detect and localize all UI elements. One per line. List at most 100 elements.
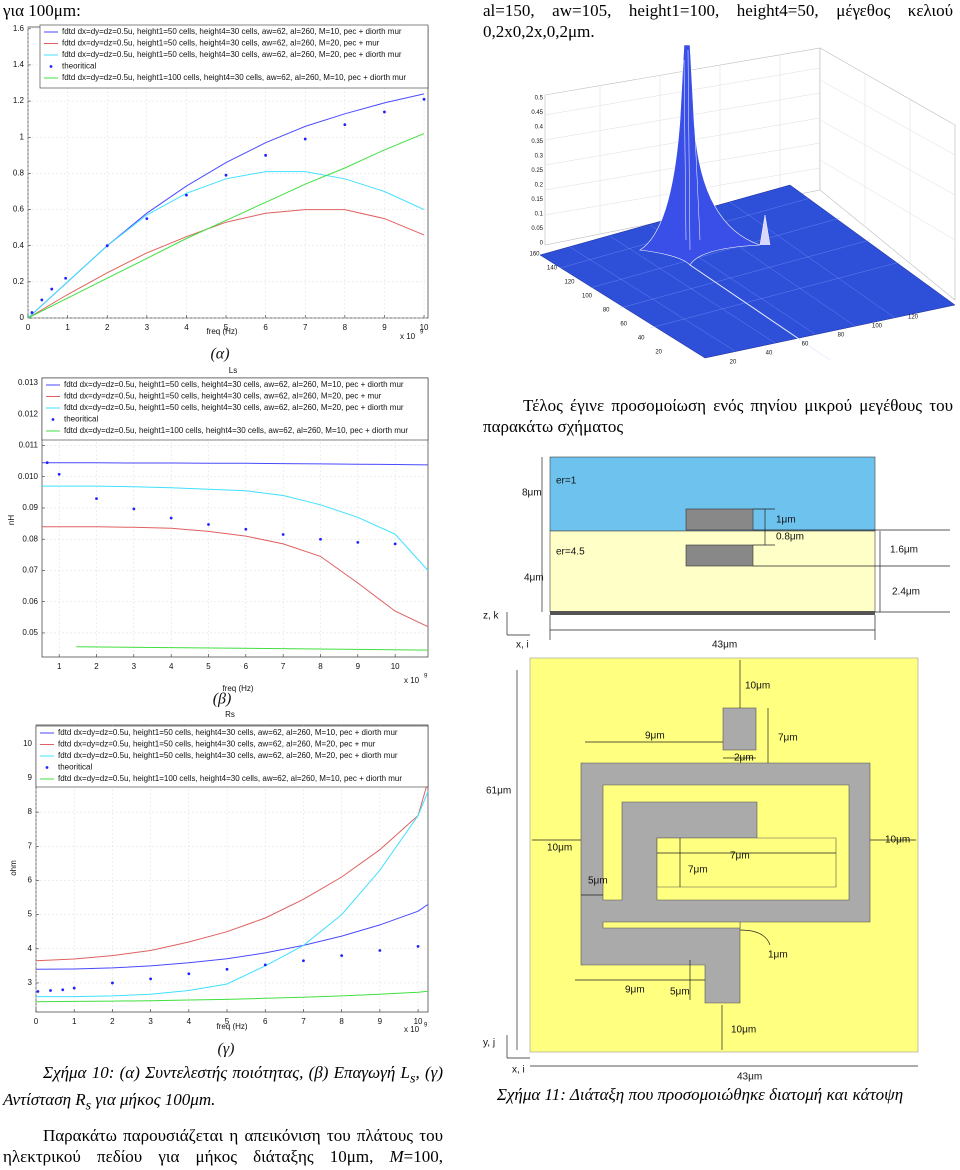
x-tick-label: 3 bbox=[145, 323, 150, 332]
data-point bbox=[244, 527, 248, 531]
data-point bbox=[64, 276, 68, 280]
data-point bbox=[225, 967, 229, 971]
dimension-label: x, i bbox=[516, 640, 529, 651]
chart: 1 2 3 4 5 6 7 8 9 10 0.05 0.06 0.07 0.08 0.09 0.010 0.01… bbox=[7, 366, 429, 708]
data-point bbox=[30, 311, 34, 314]
y-tick-label: 40 bbox=[638, 336, 645, 342]
paragraph-symbol: M bbox=[389, 1147, 404, 1166]
dimension-label: 10μm bbox=[731, 1025, 756, 1036]
legend-label: fdtd dx=dy=dz=0.5u, height1=50 cells, he… bbox=[58, 740, 376, 749]
dimension-label: 43μm bbox=[737, 1072, 762, 1083]
data-point bbox=[49, 989, 52, 992]
x-tick-label: 0 bbox=[26, 323, 31, 332]
x-tick-label: 1 bbox=[65, 323, 70, 332]
legend-label: theoritical bbox=[58, 763, 92, 772]
dimension-label: 43μm bbox=[712, 640, 737, 651]
paragraph-text: Παρακάτω παρουσιάζεται η απεικόνιση του … bbox=[3, 1126, 443, 1166]
series-line bbox=[35, 990, 429, 1003]
data-point bbox=[50, 287, 54, 291]
surface-peak bbox=[639, 44, 761, 266]
data-point bbox=[57, 472, 61, 476]
dimension-label: y, j bbox=[483, 1038, 495, 1049]
legend-label: fdtd dx=dy=dz=0.5u, height1=100 cells, h… bbox=[58, 774, 402, 783]
dimension-label: 7μm bbox=[730, 851, 750, 862]
series-line bbox=[35, 781, 429, 962]
surface-ridge bbox=[689, 264, 831, 361]
legend-label: theoritical bbox=[64, 415, 98, 424]
x-tick-label: 1 bbox=[72, 1017, 77, 1026]
dimension-label: 4μm bbox=[524, 573, 544, 584]
y-tick-label: 0.06 bbox=[22, 597, 38, 606]
z-tick-label: 0.35 bbox=[531, 139, 543, 145]
x-tick-label: 20 bbox=[730, 360, 737, 366]
data-point bbox=[105, 244, 109, 248]
z-tick-label: 0.1 bbox=[535, 212, 544, 218]
x-tick-label: 5 bbox=[224, 323, 229, 332]
x-tick-label: 5 bbox=[206, 662, 211, 671]
data-point bbox=[343, 123, 347, 127]
plan-dimensions bbox=[506, 660, 918, 1067]
data-point bbox=[302, 959, 305, 963]
y-tick-label: 1.6 bbox=[13, 24, 25, 33]
legend-box bbox=[39, 24, 429, 89]
y-tick-label: 0.010 bbox=[18, 472, 39, 481]
x-tick-label: 2 bbox=[94, 662, 99, 671]
y-tick-label: 0.08 bbox=[22, 534, 38, 543]
dimension-label: 0.8μm bbox=[776, 532, 804, 543]
z-tick-label: 0.05 bbox=[531, 226, 543, 232]
caption-text: , (γ) Αντίσταση R bbox=[3, 1063, 443, 1110]
x-tick-label: 6 bbox=[263, 1017, 268, 1026]
x-tick-label: 120 bbox=[908, 315, 919, 321]
caption-text: Σχήμα 10: (α) Συντελεστής ποιότητας, (β)… bbox=[43, 1063, 410, 1082]
data-point bbox=[72, 986, 76, 990]
data-point bbox=[169, 516, 173, 520]
ground-plane bbox=[550, 611, 875, 615]
data-point bbox=[185, 193, 188, 197]
dimension-label: x, i bbox=[512, 1065, 525, 1076]
left-top-text: για 100μm: bbox=[3, 1, 81, 20]
dimension-label: 5μm bbox=[670, 987, 690, 998]
peak-mesh bbox=[683, 49, 701, 251]
legend-label: fdtd dx=dy=dz=0.5u, height1=50 cells, he… bbox=[62, 27, 402, 36]
y-tick-label: 9 bbox=[28, 773, 33, 782]
y-tick-label: 80 bbox=[603, 308, 610, 314]
x-tick-label: 9 bbox=[356, 662, 361, 671]
y-tick-label: 0.011 bbox=[19, 441, 39, 450]
y-tick-label: 120 bbox=[564, 280, 575, 286]
x-scale-exponent: 9 bbox=[424, 674, 428, 680]
x-axis-label: freq (Hz) bbox=[216, 1022, 247, 1031]
legend-marker bbox=[49, 65, 53, 68]
x-tick-label: 8 bbox=[318, 662, 323, 671]
x-tick-label: 1 bbox=[57, 662, 62, 671]
y-tick-label: 0 bbox=[20, 313, 25, 322]
dimension-label: 9μm bbox=[625, 985, 645, 996]
x-tick-label: 10 bbox=[414, 1017, 423, 1026]
subfigure-label: (β) bbox=[213, 691, 232, 708]
pad bbox=[722, 707, 757, 751]
legend-label: fdtd dx=dy=dz=0.5u, height1=50 cells, he… bbox=[58, 728, 398, 737]
data-point bbox=[303, 137, 307, 141]
legend-label: fdtd dx=dy=dz=0.5u, height1=50 cells, he… bbox=[64, 380, 404, 389]
x-tick-label: 8 bbox=[343, 323, 348, 332]
substrate-layer bbox=[549, 530, 876, 613]
x-tick-label: 4 bbox=[187, 1017, 192, 1026]
x-tick-label: 4 bbox=[184, 323, 189, 332]
legend-marker bbox=[51, 418, 55, 421]
data-point bbox=[393, 542, 397, 546]
data-point bbox=[356, 540, 360, 544]
x-axis-label: freq (Hz) bbox=[222, 684, 253, 693]
y-tick-label: 7 bbox=[28, 841, 33, 850]
surface-ticks: 0 0.05 0.1 0.15 0.2 0.25 0.3 0.35 0.4 0.45 0.5 20 40… bbox=[529, 96, 918, 366]
series-line bbox=[27, 133, 425, 319]
y-tick-label: 0.6 bbox=[13, 205, 25, 214]
dimension-label: 10μm bbox=[745, 681, 770, 692]
legend-marker bbox=[45, 766, 49, 769]
x-tick-label: 7 bbox=[301, 1017, 306, 1026]
y-tick-label: 8 bbox=[28, 807, 33, 816]
legend-label: fdtd dx=dy=dz=0.5u, height1=50 cells, he… bbox=[64, 392, 382, 401]
x-tick-label: 40 bbox=[766, 351, 773, 357]
series-line bbox=[76, 646, 429, 651]
data-point bbox=[145, 217, 149, 220]
